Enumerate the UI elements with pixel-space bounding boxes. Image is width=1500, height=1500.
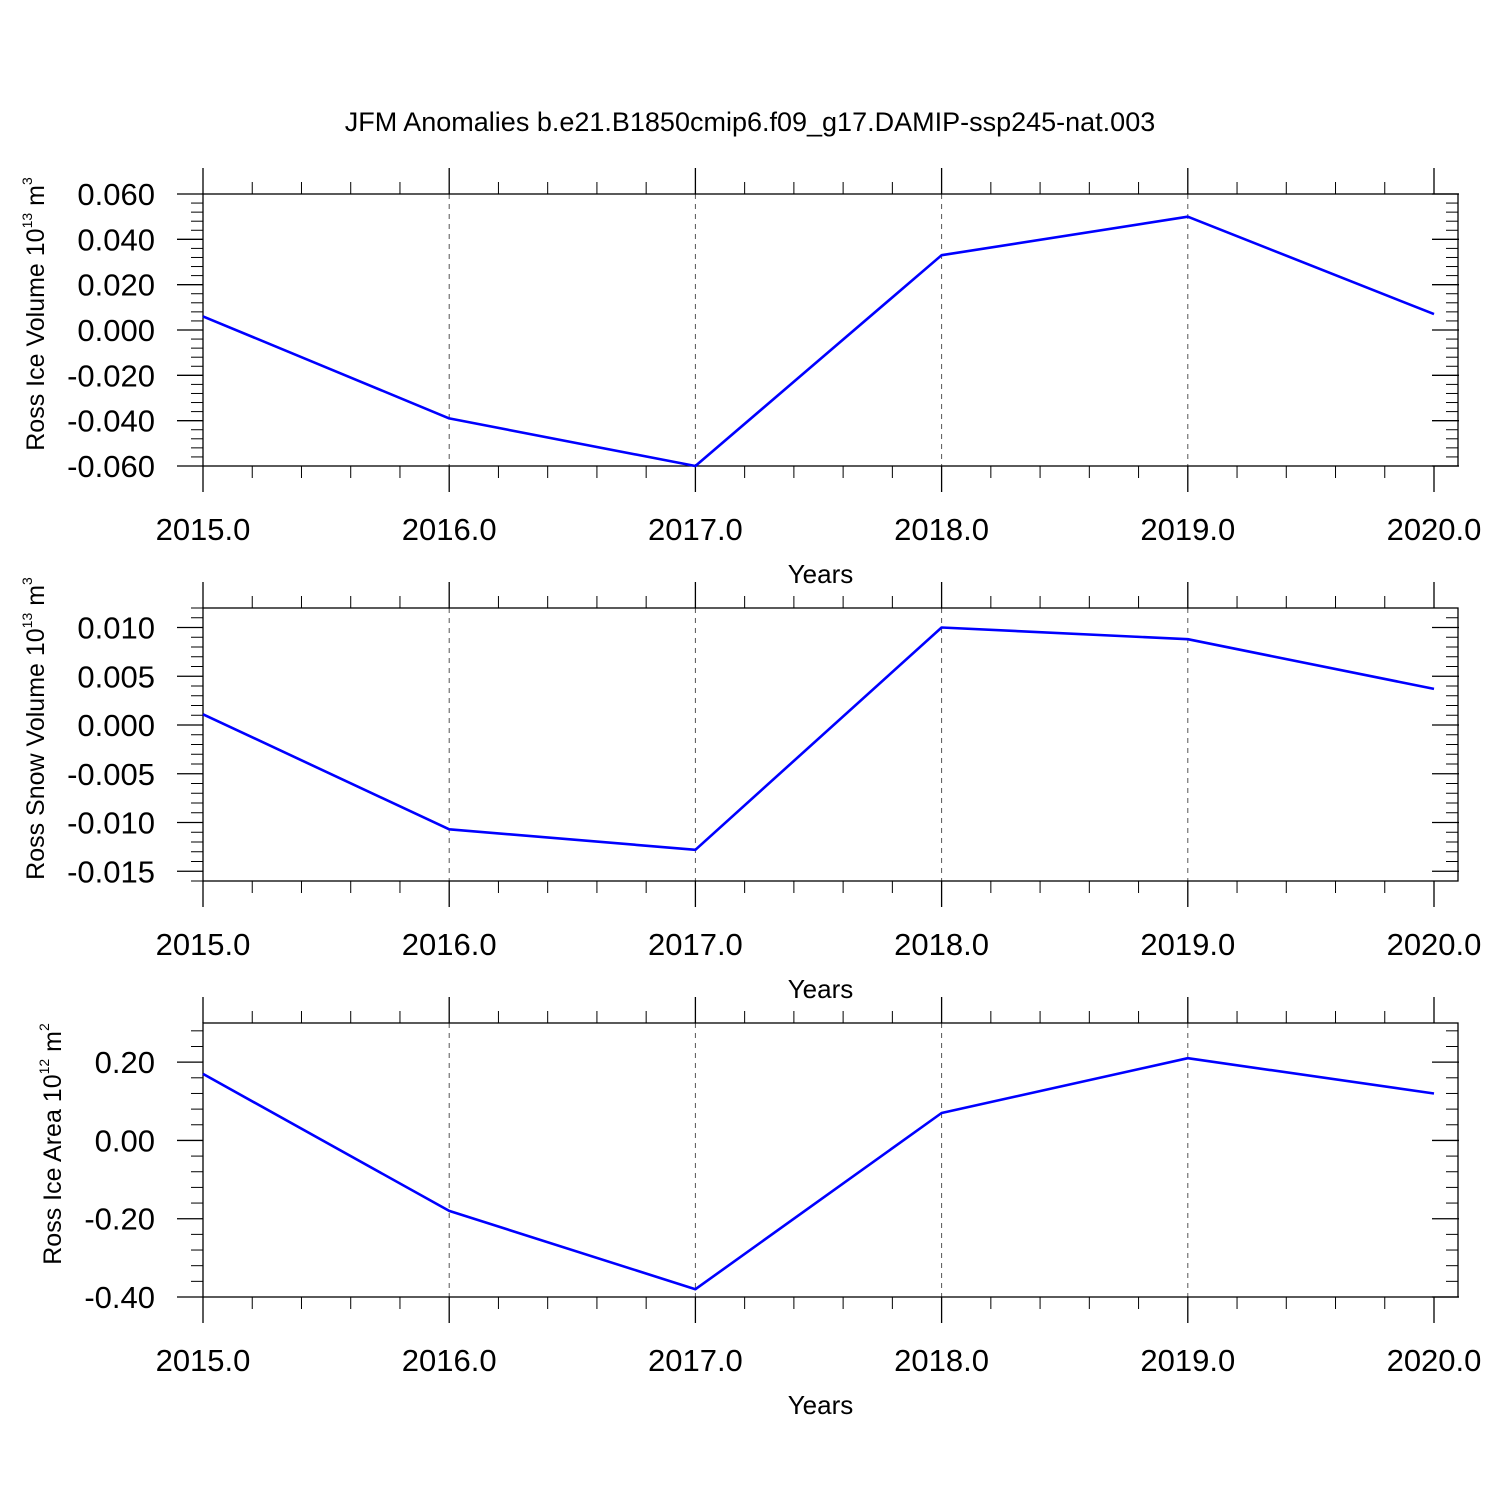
plot-frame: [202, 1022, 1459, 1298]
x-tick-label: 2019.0: [1140, 927, 1235, 962]
x-tick-label: 2017.0: [648, 1343, 743, 1378]
plot-frame: [202, 193, 1459, 467]
y-axis-title-unit-exponent: 3: [19, 577, 35, 585]
x-tick-label: 2015.0: [156, 927, 251, 962]
y-axis-title-exponent: 13: [19, 213, 35, 229]
y-axis-title-text: Ross Ice Volume 10: [22, 228, 50, 450]
y-tick-label: -0.40: [84, 1280, 155, 1315]
y-tick-label: 0.005: [77, 659, 155, 694]
chart-panel-2: 2015.0 2016.0 2017.0 2018.0 2019.0 2020.0 -0.0…: [19, 577, 1481, 1004]
y-axis-title: Ross Ice Volume 1013 m3: [19, 177, 50, 451]
y-axis-title-unit: m: [22, 585, 50, 613]
y-tick-label: 0.010: [77, 611, 155, 646]
x-tick-label: 2018.0: [894, 512, 989, 547]
x-tick-label: 2020.0: [1387, 512, 1482, 547]
x-tick-label: 2019.0: [1140, 512, 1235, 547]
y-tick-label: 0.060: [77, 177, 155, 212]
plot-frame: [202, 607, 1459, 882]
y-tick-label: -0.060: [67, 449, 155, 484]
x-tick-label: 2017.0: [648, 512, 743, 547]
y-tick-label: 0.000: [77, 313, 155, 348]
y-tick-label: 0.000: [77, 708, 155, 743]
series-line: [202, 1056, 1435, 1291]
x-axis-title: Years: [788, 559, 854, 589]
x-axis-title: Years: [788, 1390, 854, 1420]
y-tick-label: -0.020: [67, 358, 155, 393]
y-tick-label: -0.040: [67, 404, 155, 439]
y-axis-title: Ross Ice Area 1012 m2: [36, 1023, 67, 1265]
y-axis-title: Ross Snow Volume 1013 m3: [19, 577, 50, 880]
y-axis-title-exponent: 12: [36, 1059, 52, 1075]
chart-panel-3: 2015.0 2016.0 2017.0 2018.0 2019.0 2020.0 -0.4…: [36, 997, 1481, 1420]
x-tick-label: 2015.0: [156, 1343, 251, 1378]
x-tick-label: 2018.0: [894, 1343, 989, 1378]
x-tick-label: 2020.0: [1387, 927, 1482, 962]
x-axis-title: Years: [788, 974, 854, 1004]
x-tick-label: 2016.0: [402, 927, 497, 962]
x-tick-label: 2020.0: [1387, 1343, 1482, 1378]
y-tick-label: 0.00: [95, 1123, 155, 1158]
y-tick-label: 0.20: [95, 1045, 155, 1080]
x-tick-label: 2018.0: [894, 927, 989, 962]
x-tick-label: 2016.0: [402, 512, 497, 547]
y-tick-label: -0.015: [67, 854, 155, 889]
y-axis-title-unit-exponent: 2: [36, 1023, 52, 1031]
y-tick-label: -0.20: [84, 1202, 155, 1237]
y-axis-title-text: Ross Snow Volume 10: [22, 628, 50, 880]
chart-title: JFM Anomalies b.e21.B1850cmip6.f09_g17.D…: [345, 107, 1155, 137]
y-tick-label: 0.020: [77, 268, 155, 303]
y-axis-title-unit: m: [39, 1031, 67, 1059]
y-axis-title-unit-exponent: 3: [19, 177, 35, 185]
x-tick-label: 2017.0: [648, 927, 743, 962]
chart-panel-1: 2015.0 2016.0 2017.0 2018.0 2019.0 2020.0 -0.0…: [19, 168, 1481, 589]
series-line: [202, 215, 1435, 468]
y-tick-label: -0.010: [67, 806, 155, 841]
series-line: [202, 626, 1435, 852]
panels: 2015.0 2016.0 2017.0 2018.0 2019.0 2020.0 -0.0…: [19, 168, 1481, 1420]
x-tick-label: 2015.0: [156, 512, 251, 547]
y-tick-label: 0.040: [77, 222, 155, 257]
y-axis-title-exponent: 13: [19, 613, 35, 629]
y-axis-title-unit: m: [22, 185, 50, 213]
y-tick-label: -0.005: [67, 757, 155, 792]
x-tick-label: 2016.0: [402, 1343, 497, 1378]
y-axis-title-text: Ross Ice Area 10: [39, 1074, 67, 1264]
x-tick-label: 2019.0: [1140, 1343, 1235, 1378]
